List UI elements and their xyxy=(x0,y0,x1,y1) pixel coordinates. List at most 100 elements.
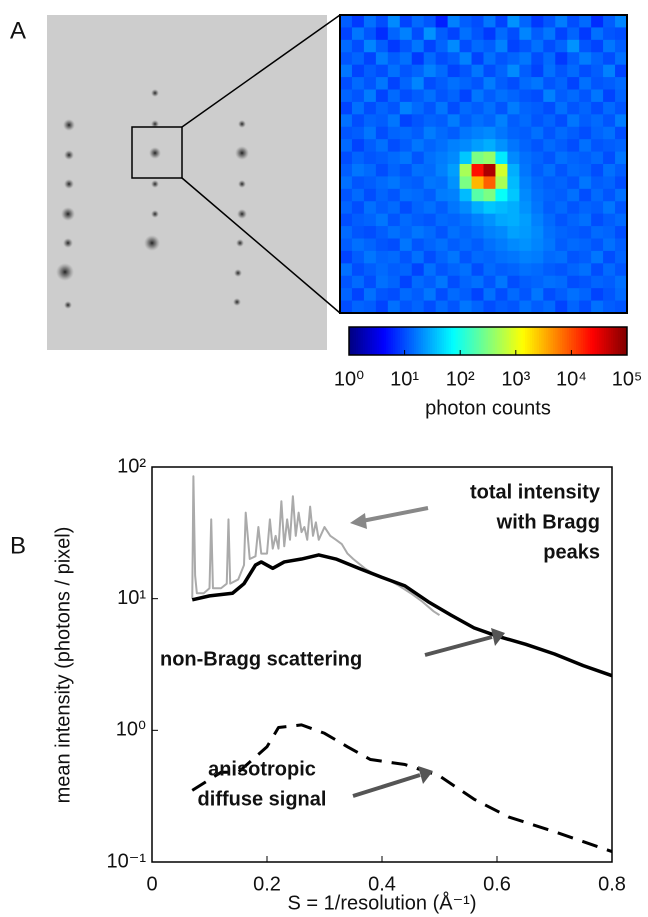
colorbar-swatch xyxy=(529,327,533,355)
heat-cell xyxy=(567,226,580,239)
heat-cell xyxy=(387,126,401,140)
heat-cell xyxy=(447,89,461,103)
arrows xyxy=(350,506,505,798)
colorbar-swatch xyxy=(411,327,415,355)
heat-cell xyxy=(423,64,437,78)
heat-cell xyxy=(411,89,425,103)
heat-cell xyxy=(615,188,628,202)
heat-cell xyxy=(543,126,556,140)
heat-cell xyxy=(495,164,508,177)
heat-cell xyxy=(519,188,532,202)
colorbar-swatch xyxy=(485,327,489,355)
heat-cell xyxy=(603,176,616,190)
heat-cell xyxy=(459,288,473,302)
heat-cell xyxy=(579,250,592,264)
heat-cell xyxy=(459,101,473,115)
heat-cell xyxy=(351,39,365,53)
heat-cell xyxy=(483,275,496,289)
heat-cell xyxy=(471,164,484,177)
heat-cell xyxy=(363,176,377,190)
colorbar-swatch xyxy=(439,327,443,355)
colorbar-swatch xyxy=(471,327,475,355)
heat-cell xyxy=(447,188,461,202)
heat-cell xyxy=(447,52,461,66)
colorbar-tick-label: 10² xyxy=(446,368,475,390)
heat-cell xyxy=(507,139,520,153)
heat-cell xyxy=(387,226,401,239)
heat-cell xyxy=(555,77,568,90)
heat-cell xyxy=(603,201,616,215)
heat-cell xyxy=(363,151,377,165)
heat-cell xyxy=(483,101,496,115)
heat-cell xyxy=(543,275,556,289)
heat-cell xyxy=(543,226,556,239)
heat-cell xyxy=(555,64,568,78)
heat-cell xyxy=(531,101,544,115)
colorbar-swatch xyxy=(622,327,626,355)
heat-cell xyxy=(591,126,604,140)
heat-cell xyxy=(591,188,604,202)
heat-cell xyxy=(435,139,449,153)
heat-cell xyxy=(459,164,473,177)
heat-cell xyxy=(591,226,604,239)
colorbar-swatch xyxy=(374,327,378,355)
heat-cell xyxy=(411,52,425,66)
heat-cell xyxy=(579,52,592,66)
heat-cell xyxy=(411,27,425,41)
colorbar-swatch xyxy=(365,327,369,355)
heat-cell xyxy=(519,263,532,277)
heat-cell xyxy=(340,89,353,103)
heat-cell xyxy=(543,39,556,53)
heat-cell xyxy=(531,238,544,252)
panel-label: B xyxy=(10,532,26,559)
heat-cell xyxy=(579,176,592,190)
colorbar-swatch xyxy=(488,327,491,355)
heat-cell xyxy=(375,164,389,177)
heat-cell xyxy=(471,27,484,41)
heat-cell xyxy=(591,250,604,264)
heat-cell xyxy=(531,201,544,215)
heat-cell xyxy=(483,226,496,239)
heat-cell xyxy=(615,77,628,90)
heat-cell xyxy=(567,139,580,153)
heat-cell xyxy=(483,27,496,41)
colorbar-swatch xyxy=(406,327,410,355)
heat-cell xyxy=(603,39,616,53)
heat-cell xyxy=(459,263,473,277)
colorbar-swatch xyxy=(476,327,480,355)
heat-cell xyxy=(579,226,592,239)
heat-cell xyxy=(351,263,365,277)
heat-cell xyxy=(615,101,628,115)
heat-cell xyxy=(447,126,461,140)
heat-cell xyxy=(363,300,377,314)
heat-cell xyxy=(363,188,377,202)
heat-cell xyxy=(471,114,484,128)
heat-cell xyxy=(591,101,604,115)
heat-cell xyxy=(603,27,616,41)
heat-cell xyxy=(340,114,353,128)
heat-cell xyxy=(423,288,437,302)
heat-cell xyxy=(435,114,449,128)
colorbar-swatch xyxy=(559,327,563,355)
colorbar-tick-label: 10⁵ xyxy=(612,368,643,390)
heat-cell xyxy=(435,39,449,53)
heat-cell xyxy=(411,77,425,90)
colorbar-swatch xyxy=(450,327,454,355)
heat-cell xyxy=(423,126,437,140)
heat-cell xyxy=(471,238,484,252)
heat-cell xyxy=(519,27,532,41)
heat-cell xyxy=(579,89,592,103)
heat-cell xyxy=(423,101,437,115)
heat-cell xyxy=(567,263,580,277)
heat-cell xyxy=(591,275,604,289)
colorbar-swatch xyxy=(592,327,596,355)
heat-cell xyxy=(543,114,556,128)
colorbar-swatch xyxy=(548,327,552,355)
heat-cell xyxy=(375,27,389,41)
heat-cell xyxy=(423,151,437,165)
colorbar-swatch xyxy=(353,327,357,355)
heat-cell xyxy=(399,288,413,302)
heat-cell xyxy=(351,126,365,140)
heat-cell xyxy=(495,114,508,128)
heat-cell xyxy=(507,300,520,314)
